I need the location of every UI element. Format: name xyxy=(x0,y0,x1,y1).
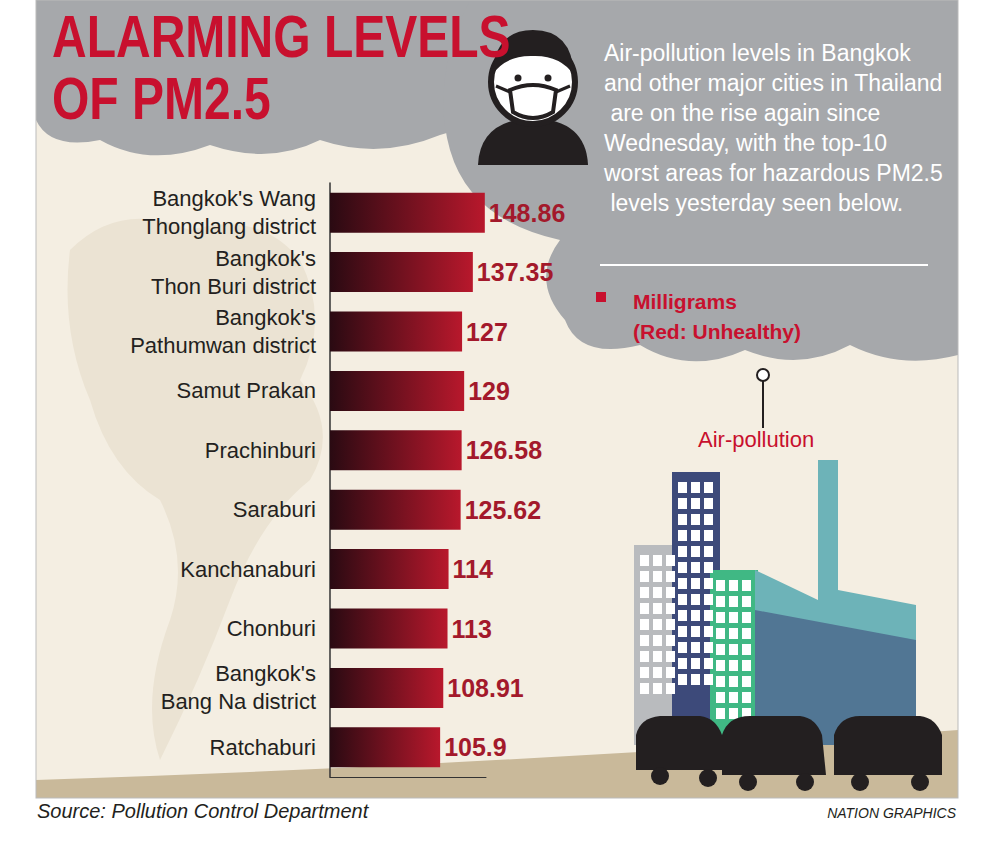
svg-text:Bangkok's: Bangkok's xyxy=(215,661,316,686)
svg-text:113: 113 xyxy=(452,615,492,643)
svg-text:126.58: 126.58 xyxy=(466,436,543,464)
svg-text:Bangkok's: Bangkok's xyxy=(215,305,316,330)
svg-text:Thon Buri district: Thon Buri district xyxy=(151,274,316,299)
svg-text:Pathumwan district: Pathumwan district xyxy=(130,333,316,358)
svg-text:are on the rise again since: are on the rise again since xyxy=(604,100,887,126)
svg-text:Source: Pollution Control Depa: Source: Pollution Control Department xyxy=(37,800,370,822)
svg-text:Kanchanaburi: Kanchanaburi xyxy=(180,557,316,582)
svg-text:148.86: 148.86 xyxy=(489,199,565,227)
svg-text:Bang Na district: Bang Na district xyxy=(161,689,316,714)
svg-text:127: 127 xyxy=(466,318,508,346)
svg-text:Chonburi: Chonburi xyxy=(227,616,316,641)
svg-text:Ratchaburi: Ratchaburi xyxy=(210,735,316,760)
svg-text:Air-pollution: Air-pollution xyxy=(698,427,814,452)
svg-text:worst areas for hazardous PM2.: worst areas for hazardous PM2.5 xyxy=(603,160,943,186)
svg-text:Bangkok's: Bangkok's xyxy=(215,246,316,271)
svg-text:and other major cities in Thai: and other major cities in Thailand xyxy=(604,70,942,96)
svg-text:(Red: Unhealthy): (Red: Unhealthy) xyxy=(633,320,801,343)
svg-text:108.91: 108.91 xyxy=(447,674,524,702)
svg-text:105.9: 105.9 xyxy=(444,733,507,761)
svg-text:Wednesday, with the top-10: Wednesday, with the top-10 xyxy=(604,130,893,156)
svg-text:Prachinburi: Prachinburi xyxy=(205,438,316,463)
svg-text:Air-pollution levels in Bangko: Air-pollution levels in Bangkok xyxy=(604,40,917,66)
svg-text:125.62: 125.62 xyxy=(465,496,541,524)
svg-text:114: 114 xyxy=(453,555,493,583)
svg-text:Thonglang district: Thonglang district xyxy=(142,214,316,239)
svg-text:Saraburi: Saraburi xyxy=(233,497,316,522)
svg-text:NATION GRAPHICS: NATION GRAPHICS xyxy=(827,805,957,821)
svg-text:137.35: 137.35 xyxy=(477,258,554,286)
svg-text:ALARMING LEVELS: ALARMING LEVELS xyxy=(52,3,511,70)
svg-text:Bangkok's Wang: Bangkok's Wang xyxy=(152,186,316,211)
svg-text:Samut Prakan: Samut Prakan xyxy=(177,378,316,403)
svg-text:Milligrams: Milligrams xyxy=(633,290,737,313)
svg-text:129: 129 xyxy=(468,377,510,405)
svg-text:levels yesterday seen below.: levels yesterday seen below. xyxy=(604,190,903,216)
svg-text:OF PM2.5: OF PM2.5 xyxy=(52,65,271,132)
